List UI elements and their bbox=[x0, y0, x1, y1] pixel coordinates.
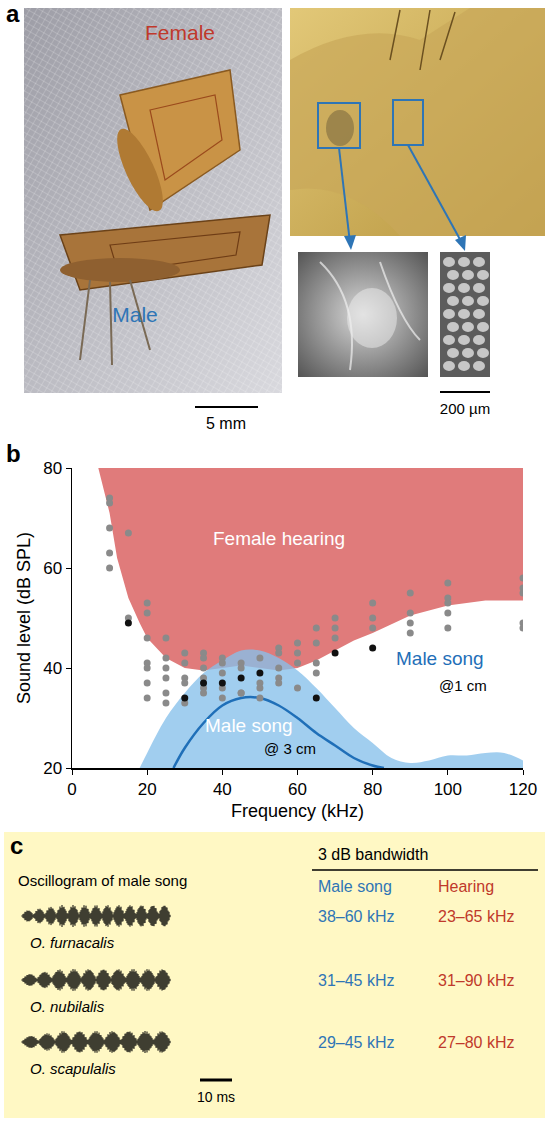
svg-text:20: 20 bbox=[43, 759, 62, 778]
svg-text:Male: Male bbox=[112, 303, 158, 326]
svg-text:c: c bbox=[10, 832, 23, 859]
svg-text:27–80 kHz: 27–80 kHz bbox=[438, 1034, 515, 1051]
svg-text:Oscillogram of male song: Oscillogram of male song bbox=[18, 872, 187, 889]
svg-text:60: 60 bbox=[43, 559, 62, 578]
svg-text:Female hearing: Female hearing bbox=[213, 528, 345, 549]
svg-text:40: 40 bbox=[213, 780, 232, 799]
svg-text:120: 120 bbox=[509, 780, 537, 799]
svg-text:Male song: Male song bbox=[396, 648, 484, 669]
svg-text:Sound level (dB SPL): Sound level (dB SPL) bbox=[14, 532, 34, 704]
svg-text:a: a bbox=[6, 0, 20, 27]
svg-text:Frequency (kHz): Frequency (kHz) bbox=[231, 801, 364, 821]
svg-text:38–60 kHz: 38–60 kHz bbox=[318, 908, 395, 925]
svg-text:200 µm: 200 µm bbox=[440, 400, 490, 417]
svg-text:23–65 kHz: 23–65 kHz bbox=[438, 908, 515, 925]
html-text:b: b bbox=[6, 440, 21, 467]
svg-text:3 dB bandwidth: 3 dB bandwidth bbox=[318, 846, 428, 863]
svg-text:100: 100 bbox=[434, 780, 462, 799]
svg-text:@1 cm: @1 cm bbox=[439, 677, 487, 694]
svg-text:80: 80 bbox=[363, 780, 382, 799]
svg-text:80: 80 bbox=[43, 459, 62, 478]
svg-text:40: 40 bbox=[43, 659, 62, 678]
svg-text:Male song: Male song bbox=[205, 715, 293, 736]
svg-text:0: 0 bbox=[67, 780, 76, 799]
svg-text:O. furnacalis: O. furnacalis bbox=[30, 934, 115, 951]
svg-text:29–45 kHz: 29–45 kHz bbox=[318, 1034, 395, 1051]
svg-text:O. scapulalis: O. scapulalis bbox=[30, 1060, 116, 1077]
svg-text:O. nubilalis: O. nubilalis bbox=[30, 998, 105, 1015]
svg-text:5 mm: 5 mm bbox=[206, 415, 246, 432]
svg-text:Male song: Male song bbox=[318, 878, 392, 895]
svg-text:31–90 kHz: 31–90 kHz bbox=[438, 972, 515, 989]
svg-text:Hearing: Hearing bbox=[438, 878, 494, 895]
svg-text:Female: Female bbox=[145, 21, 215, 44]
svg-text:60: 60 bbox=[288, 780, 307, 799]
svg-text:20: 20 bbox=[138, 780, 157, 799]
svg-text:10 ms: 10 ms bbox=[197, 1089, 235, 1105]
svg-text:@ 3 cm: @ 3 cm bbox=[264, 740, 316, 757]
svg-text:31–45 kHz: 31–45 kHz bbox=[318, 972, 395, 989]
